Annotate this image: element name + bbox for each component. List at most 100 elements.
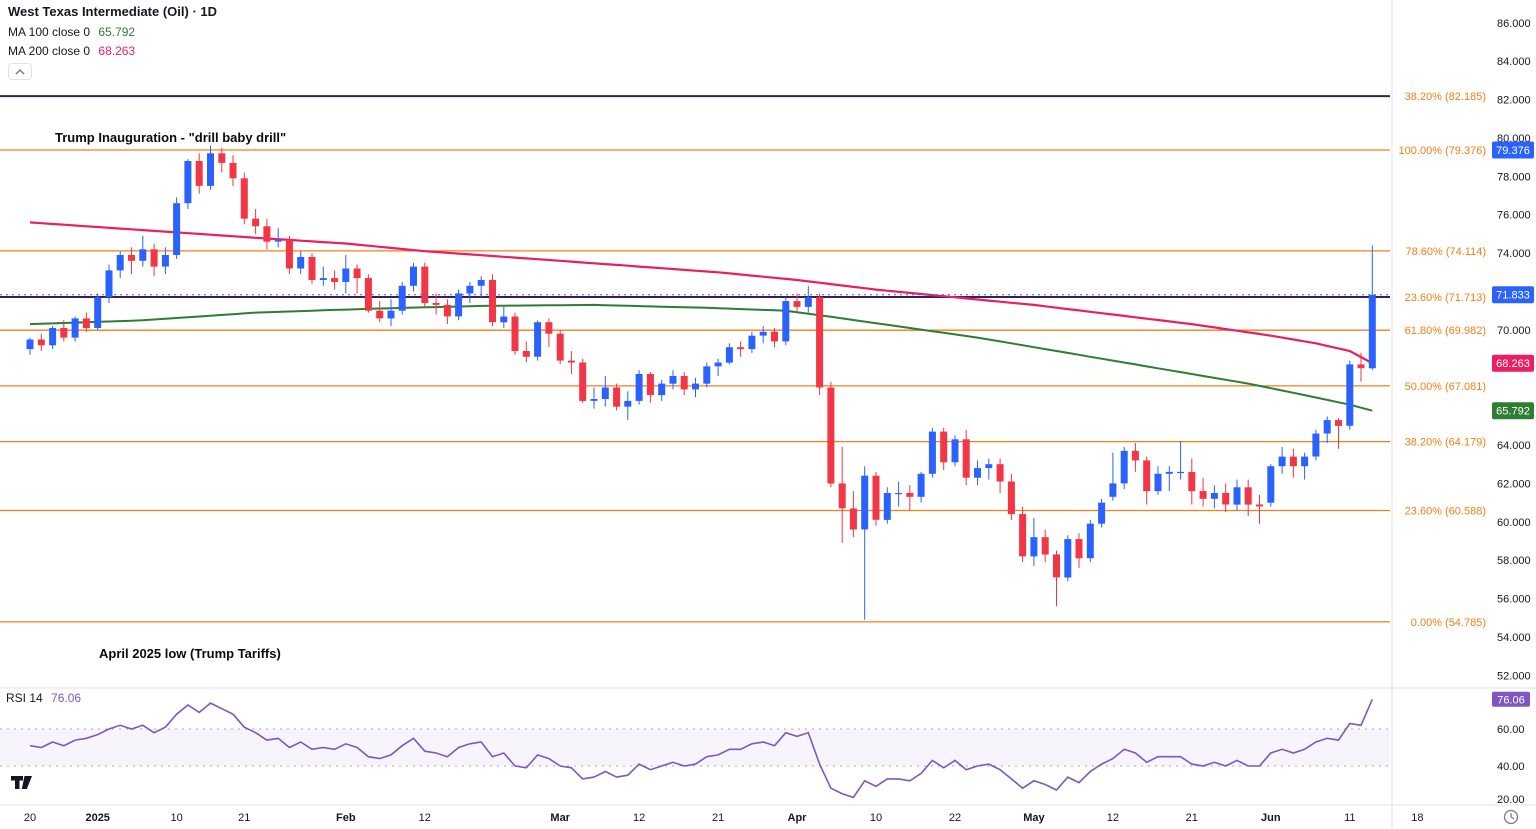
- candle: [477, 276, 485, 298]
- candle: [1312, 429, 1320, 461]
- ma100-legend-row[interactable]: MA 100 close 0 65.792: [8, 25, 217, 39]
- candle-body: [105, 270, 113, 298]
- candle-body: [1188, 471, 1196, 492]
- candle: [928, 427, 936, 478]
- price-tick-label: 60.000: [1497, 517, 1531, 529]
- time-axis[interactable]: 20 2025 10 21 Feb 12 Mar 12 21 Apr 10 22 May 12 21 Jun 1…: [24, 812, 1424, 824]
- candle-body: [1154, 473, 1162, 492]
- candle-body: [308, 257, 316, 280]
- candle: [725, 343, 733, 365]
- candle: [624, 391, 632, 421]
- candle: [229, 155, 237, 186]
- candle-body: [49, 328, 57, 346]
- candle-body: [173, 203, 181, 255]
- candle: [1188, 458, 1196, 505]
- candle-body: [692, 383, 699, 390]
- rsi-legend[interactable]: RSI 14 76.06: [6, 691, 81, 705]
- candle-body: [1075, 539, 1083, 559]
- candle-body: [1312, 433, 1320, 457]
- price-tick-label: 58.000: [1497, 555, 1531, 567]
- candle-body: [759, 331, 767, 336]
- tradingview-logo[interactable]: [10, 770, 34, 799]
- rsi-tick-label: 20.00: [1497, 794, 1525, 806]
- ma200-legend-row[interactable]: MA 200 close 0 68.263: [8, 44, 217, 58]
- ma200-value: 68.263: [98, 44, 136, 58]
- price-badge-value: 79.376: [1496, 145, 1530, 157]
- candle-body: [331, 278, 339, 282]
- price-axis[interactable]: 86.00084.00082.00080.00078.00076.00074.0…: [1399, 18, 1534, 683]
- symbol-title[interactable]: West Texas Intermediate (Oil) · 1D: [8, 4, 218, 19]
- candle: [861, 466, 869, 620]
- candle-body: [82, 318, 90, 328]
- candle: [838, 447, 846, 543]
- time-tick-label: Mar: [550, 812, 570, 824]
- candle-body: [477, 280, 485, 286]
- candle-body: [601, 387, 609, 399]
- rsi-tick-label: 60.00: [1497, 724, 1525, 736]
- candle: [883, 487, 891, 524]
- candle-body: [703, 366, 711, 384]
- annotation-trump-inauguration[interactable]: Trump Inauguration - "drill baby drill": [55, 130, 287, 145]
- ma100-label: MA 100 close 0: [8, 25, 91, 39]
- candle: [974, 460, 981, 486]
- collapse-indicators-button[interactable]: [8, 63, 32, 80]
- candle-body: [353, 268, 361, 279]
- candle-body: [1019, 514, 1027, 557]
- candle-body: [263, 226, 271, 242]
- candle-body: [1053, 554, 1060, 578]
- candle-body: [1233, 487, 1241, 505]
- candle: [1210, 485, 1218, 509]
- candle: [285, 235, 293, 275]
- chevron-up-icon: [15, 68, 25, 74]
- rsi-badge-value: 76.06: [1497, 694, 1525, 706]
- annotation-april-2025-low[interactable]: April 2025 low (Trump Tariffs): [99, 646, 281, 661]
- candle: [387, 299, 395, 327]
- candle-body: [522, 351, 530, 357]
- candle-body: [940, 431, 948, 463]
- time-tick-label: 10: [870, 812, 882, 824]
- time-tick-label: Feb: [336, 812, 356, 824]
- fib-label: 78.60% (74.114): [1405, 246, 1486, 258]
- candle-body: [917, 473, 925, 497]
- candle-body: [1177, 471, 1185, 474]
- rsi-tick-label: 40.00: [1497, 761, 1525, 773]
- price-tick-label: 56.000: [1497, 594, 1531, 606]
- candle-body: [590, 399, 598, 401]
- clock-icon[interactable]: [1502, 808, 1520, 829]
- ma200-line[interactable]: [29, 221, 1373, 365]
- candle: [692, 377, 699, 398]
- candle: [1267, 464, 1275, 507]
- price-tick-label: 78.000: [1497, 171, 1531, 183]
- clock-glyph-icon: [1503, 809, 1519, 825]
- candle-body: [128, 255, 135, 261]
- price-tick-label: 62.000: [1497, 478, 1531, 490]
- tradingview-logo-icon: [11, 776, 32, 789]
- candle-body: [1346, 364, 1354, 426]
- candle-body: [398, 285, 406, 311]
- candle: [1143, 456, 1151, 505]
- candle-body: [410, 266, 417, 286]
- candle-body: [37, 339, 45, 346]
- candle: [1030, 518, 1038, 566]
- candle-body: [985, 464, 993, 468]
- time-tick-label: 18: [1411, 812, 1423, 824]
- candle-body: [748, 335, 756, 350]
- time-tick-label: Apr: [788, 812, 808, 824]
- candle: [906, 485, 914, 511]
- rsi-pane[interactable]: 60.00 40.00 20.00 76.06: [0, 691, 1530, 806]
- candle: [49, 326, 57, 350]
- time-tick-label: Jun: [1261, 812, 1281, 824]
- ma100-line[interactable]: [29, 303, 1373, 412]
- candle-body: [1335, 420, 1342, 426]
- candle-body: [714, 362, 722, 367]
- candle: [60, 320, 68, 342]
- chart-legend: West Texas Intermediate (Oil) · 1D MA 10…: [8, 4, 217, 80]
- candle-body: [680, 376, 688, 390]
- candle-body: [996, 464, 1004, 482]
- candle: [1041, 529, 1049, 563]
- candle-body: [658, 383, 666, 396]
- candle: [917, 471, 925, 503]
- candle-body: [466, 285, 474, 294]
- candle-body: [1289, 456, 1297, 467]
